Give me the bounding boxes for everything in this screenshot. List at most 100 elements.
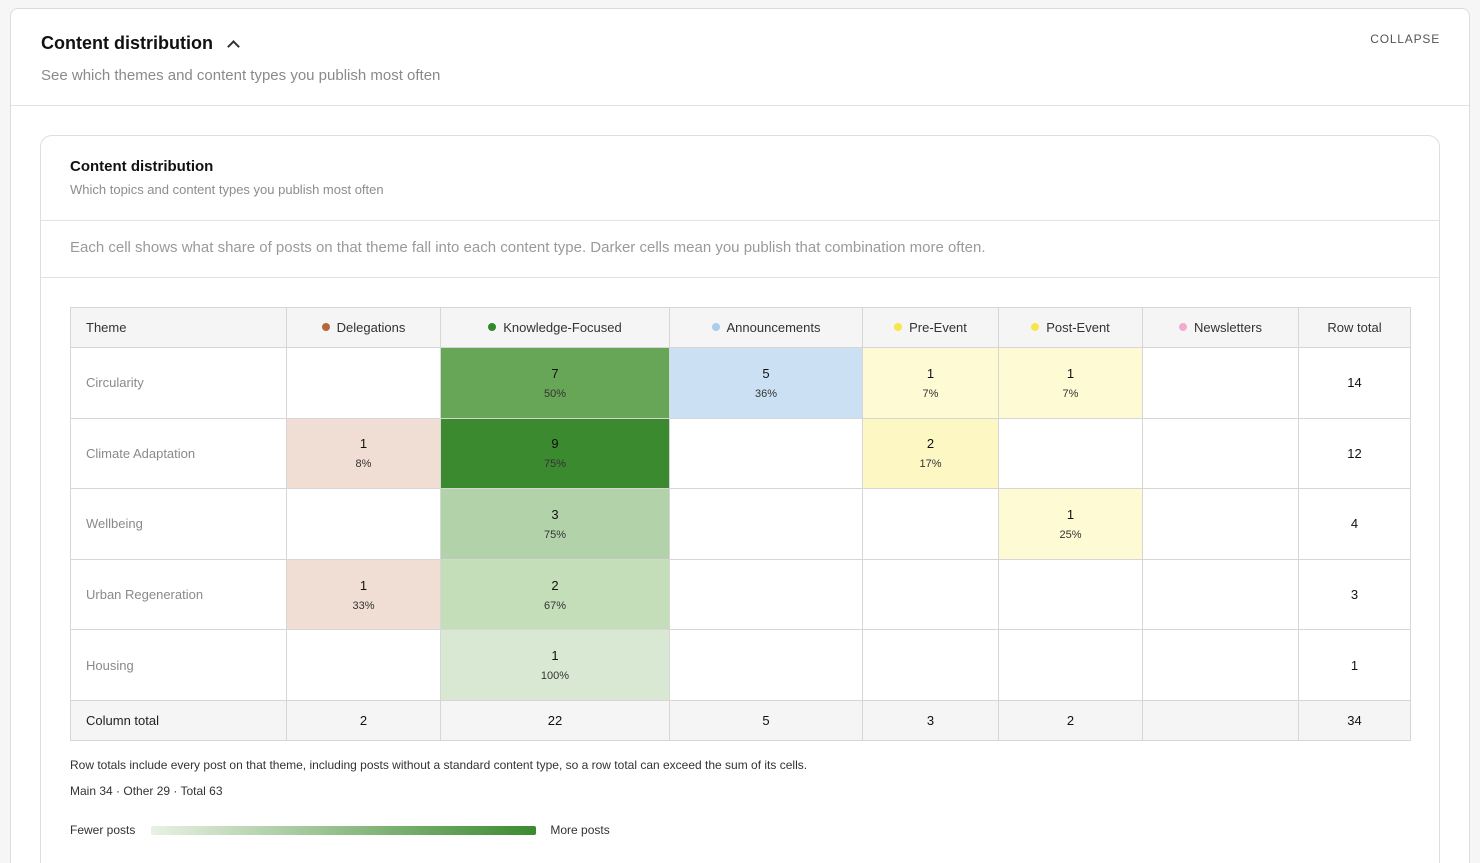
- row-total-value: 3: [1298, 558, 1411, 631]
- legend-dot-icon: [488, 323, 497, 331]
- card-title: Content distribution: [70, 158, 214, 175]
- heatmap-cell[interactable]: 1 33%: [286, 558, 441, 631]
- collapse-button[interactable]: COLLAPSE: [1370, 32, 1440, 46]
- heatmap-cell[interactable]: 5 36%: [669, 347, 863, 419]
- column-header-pre-event: Pre-Event: [862, 307, 999, 348]
- column-total-value: 22: [440, 699, 670, 741]
- cell-count: 5: [762, 365, 770, 381]
- heatmap-cell[interactable]: 1 8%: [286, 417, 441, 490]
- heatmap-cell[interactable]: 3 75%: [440, 488, 670, 560]
- heatmap-cell[interactable]: 2 67%: [440, 558, 670, 631]
- cell-count: 1: [359, 577, 368, 593]
- heatmap-cell: [1142, 347, 1299, 419]
- cell-percent: 33%: [352, 599, 375, 612]
- cell-count: 2: [926, 436, 935, 452]
- legend-high-label: More posts: [550, 823, 610, 837]
- heatmap-cell: [286, 347, 441, 419]
- heatmap-cell: [998, 629, 1143, 701]
- legend-gradient-bar: [151, 825, 537, 835]
- heatmap-cell: [998, 558, 1143, 631]
- heatmap-cell[interactable]: 2 17%: [862, 417, 999, 490]
- table-footnote: Row totals include every post on that th…: [70, 758, 808, 772]
- legend-dot-icon: [711, 323, 720, 331]
- cell-percent: 36%: [754, 387, 778, 400]
- column-header-newsletters: Newsletters: [1142, 307, 1299, 348]
- column-header-label: Pre-Event: [909, 320, 967, 335]
- distribution-table: Theme Delegations Knowledge-Focused Announ…: [70, 307, 1411, 741]
- card-header: Content distribution Which topics and co…: [41, 136, 1439, 221]
- distribution-table-wrap: Theme Delegations Knowledge-Focused Announ…: [70, 307, 1411, 741]
- heatmap-cell: [669, 417, 863, 490]
- cell-percent: 17%: [919, 458, 942, 471]
- heatmap-cell: [862, 629, 999, 701]
- legend-dot-icon: [1179, 323, 1188, 331]
- column-total-value: 3: [862, 699, 999, 741]
- heatmap-cell[interactable]: 1 7%: [862, 347, 999, 419]
- theme-label: Climate Adaptation: [70, 417, 287, 490]
- heatmap-cell: [286, 488, 441, 560]
- cell-count: 2: [551, 577, 559, 593]
- heatmap-cell[interactable]: 9 75%: [440, 417, 670, 490]
- theme-column-header: Theme: [70, 307, 287, 348]
- heatmap-cell: [862, 488, 999, 560]
- table-header-row: Theme Delegations Knowledge-Focused Announ…: [70, 307, 1411, 348]
- row-total-header: Row total: [1298, 307, 1411, 348]
- column-total-value: 5: [669, 699, 863, 741]
- column-header-post-event: Post-Event: [998, 307, 1143, 348]
- panel-title-row[interactable]: Content distribution: [41, 33, 240, 54]
- theme-label: Housing: [70, 629, 287, 701]
- cell-percent: 25%: [1059, 528, 1082, 541]
- cell-percent: 50%: [543, 387, 567, 400]
- heatmap-cell: [1142, 488, 1299, 560]
- cell-count: 1: [1066, 506, 1075, 522]
- legend-low-label: Fewer posts: [70, 823, 136, 837]
- cell-count: 1: [926, 365, 935, 381]
- column-total-value: 2: [286, 699, 441, 741]
- heatmap-cell: [862, 558, 999, 631]
- table-row: Housing 1 100% 1: [70, 629, 1411, 701]
- heatmap-cell: [669, 558, 863, 631]
- card-description: Each cell shows what share of posts on t…: [41, 221, 1439, 278]
- panel-header: Content distribution See which themes an…: [11, 9, 1469, 106]
- cell-count: 1: [359, 436, 368, 452]
- totals-summary: Main 34 · Other 29 · Total 63: [70, 784, 223, 798]
- heatmap-cell[interactable]: 7 50%: [440, 347, 670, 419]
- heatmap-cell: [1142, 629, 1299, 701]
- content-distribution-panel: Content distribution See which themes an…: [10, 8, 1470, 863]
- cell-count: 1: [1066, 365, 1075, 381]
- cell-percent: 75%: [543, 528, 567, 541]
- theme-label: Circularity: [70, 347, 287, 419]
- legend-dot-icon: [894, 323, 903, 331]
- table-row: Climate Adaptation 1 8% 9 75% 2 17% 12: [70, 417, 1411, 490]
- theme-label: Wellbeing: [70, 488, 287, 560]
- cell-percent: 75%: [543, 458, 567, 471]
- column-total-label: Column total: [70, 699, 287, 741]
- column-header-label: Post-Event: [1046, 320, 1110, 335]
- column-header-delegations: Delegations: [286, 307, 441, 348]
- heatmap-cell: [669, 488, 863, 560]
- heatmap-cell[interactable]: 1 25%: [998, 488, 1143, 560]
- heatmap-cell: [1142, 417, 1299, 490]
- heatmap-cell: [1142, 558, 1299, 631]
- theme-label: Urban Regeneration: [70, 558, 287, 631]
- heatmap-cell[interactable]: 1 100%: [440, 629, 670, 701]
- column-total-value: 2: [998, 699, 1143, 741]
- chevron-up-icon[interactable]: [227, 40, 240, 53]
- row-total-value: 12: [1298, 417, 1411, 490]
- cell-count: 7: [551, 365, 559, 381]
- cell-count: 3: [551, 506, 559, 522]
- heatmap-cell: [286, 629, 441, 701]
- table-row: Circularity 7 50% 5 36% 1 7% 1 7% 14: [70, 347, 1411, 419]
- column-header-announcements: Announcements: [669, 307, 863, 348]
- cell-percent: 7%: [1062, 387, 1079, 400]
- cell-count: 1: [551, 648, 559, 664]
- cell-percent: 8%: [355, 458, 372, 471]
- column-header-label: Delegations: [336, 320, 406, 335]
- panel-subtitle: See which themes and content types you p…: [41, 67, 441, 84]
- grand-total-value: 34: [1298, 699, 1411, 741]
- row-total-value: 4: [1298, 488, 1411, 560]
- heatmap-cell[interactable]: 1 7%: [998, 347, 1143, 419]
- legend-dot-icon: [321, 323, 330, 331]
- cell-percent: 67%: [543, 599, 567, 612]
- column-header-label: Newsletters: [1194, 320, 1262, 335]
